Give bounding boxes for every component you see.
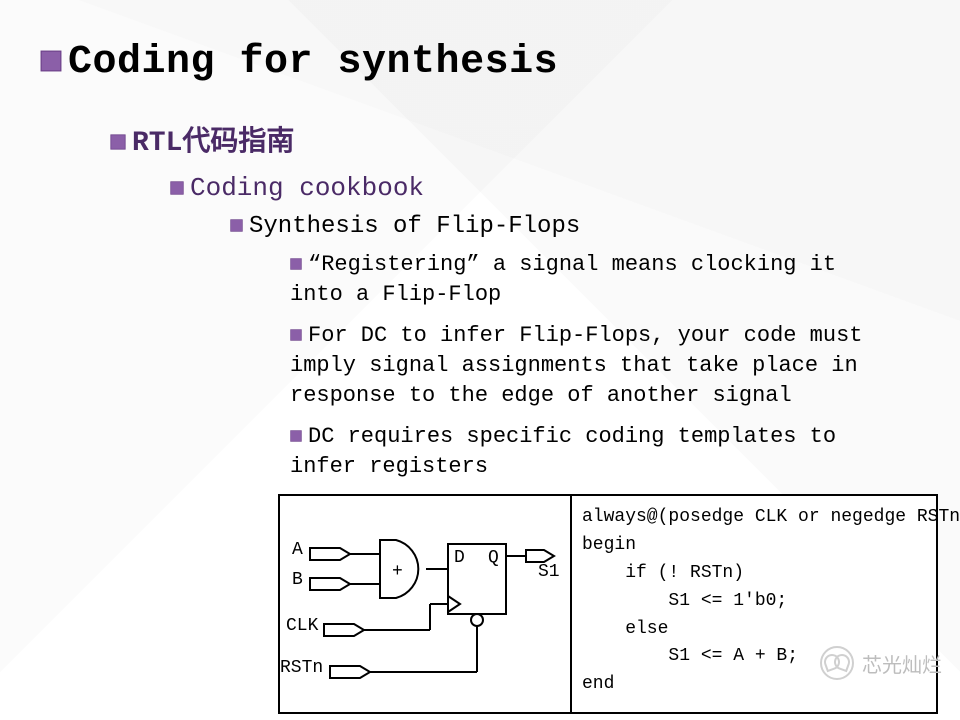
bullet-icon — [40, 40, 62, 85]
bullet-icon — [110, 128, 126, 159]
code-line: S1 <= 1'b0; — [582, 591, 787, 611]
bullet-item: DC requires specific coding templates to… — [290, 422, 880, 481]
code-line: if (! RSTn) — [582, 563, 744, 583]
title-text: Coding for synthesis — [68, 40, 558, 85]
label-b: B — [292, 570, 303, 590]
level4-text: Synthesis of Flip-Flops — [249, 213, 580, 240]
schematic-svg: A B + D Q — [280, 496, 570, 712]
code-panel: always@(posedge CLK or negedge RSTn) beg… — [570, 496, 960, 712]
title-h1: Coding for synthesis — [40, 40, 920, 85]
bullet-icon — [170, 173, 184, 203]
bullet-icon — [230, 213, 243, 240]
level2-text: RTL代码指南 — [132, 128, 294, 159]
slide: Coding for synthesis RTL代码指南 Coding cook… — [0, 0, 960, 482]
bullet-text: DC requires specific coding templates to… — [290, 424, 836, 479]
bullet-icon — [290, 422, 302, 452]
figure-container: A B + D Q — [278, 494, 938, 714]
bullet-icon — [290, 321, 302, 351]
bullet-item: For DC to infer Flip-Flops, your code mu… — [290, 321, 880, 410]
heading-level2: RTL代码指南 — [110, 119, 920, 159]
code-line: always@(posedge CLK or negedge RSTn) — [582, 507, 960, 527]
code-line: else — [582, 619, 668, 639]
heading-level4: Synthesis of Flip-Flops — [230, 213, 920, 240]
bullet-item: “Registering” a signal means clocking it… — [290, 250, 880, 309]
label-d: D — [454, 548, 465, 568]
label-s1: S1 — [538, 562, 560, 582]
label-a: A — [292, 540, 303, 560]
bullet-text: For DC to infer Flip-Flops, your code mu… — [290, 323, 863, 407]
schematic-panel: A B + D Q — [280, 496, 570, 712]
code-line: begin — [582, 535, 636, 555]
label-q: Q — [488, 548, 499, 568]
label-rstn: RSTn — [280, 658, 323, 678]
heading-level3: Coding cookbook — [170, 173, 920, 203]
level3-text: Coding cookbook — [190, 173, 424, 203]
bullet-text: “Registering” a signal means clocking it… — [290, 252, 836, 307]
code-line: end — [582, 674, 614, 694]
code-line: S1 <= A + B; — [582, 646, 798, 666]
bullet-icon — [290, 250, 302, 280]
label-plus: + — [392, 562, 403, 582]
label-clk: CLK — [286, 616, 319, 636]
